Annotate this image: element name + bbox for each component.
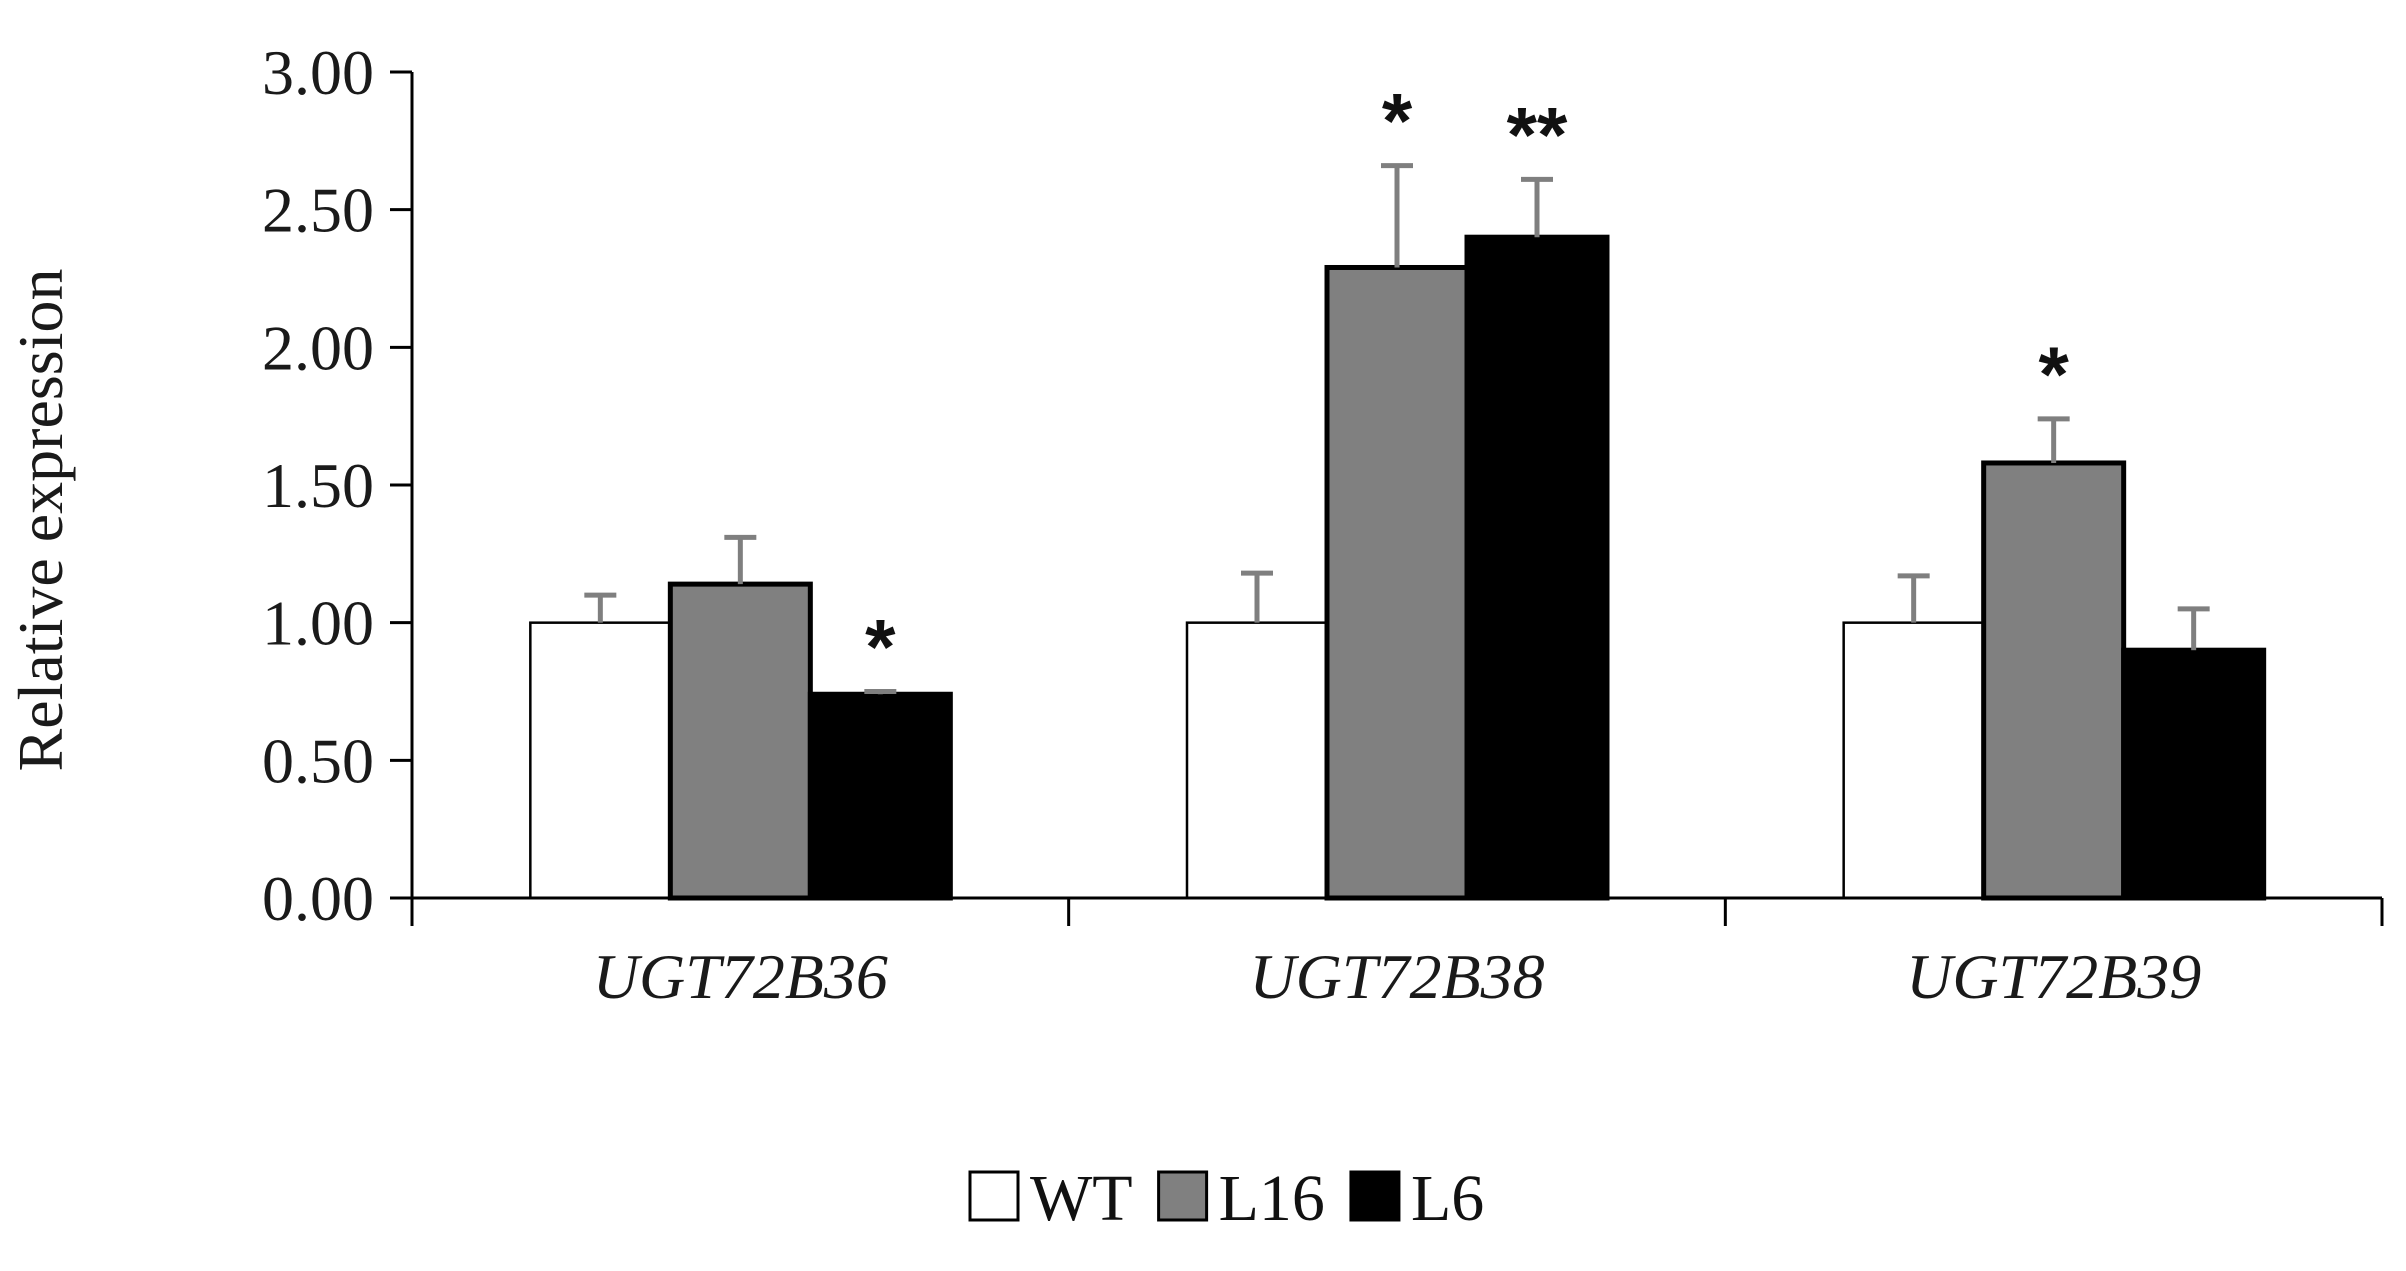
y-tick-label: 2.50 bbox=[262, 175, 374, 246]
legend-label: WT bbox=[1030, 1162, 1133, 1235]
x-category-label: UGT72B39 bbox=[1906, 941, 2201, 1012]
y-tick-label: 0.00 bbox=[262, 863, 374, 934]
significance-label: * bbox=[1382, 77, 1413, 165]
bar bbox=[1464, 234, 1610, 901]
legend-swatch bbox=[968, 1170, 1020, 1222]
y-tick-label: 2.00 bbox=[262, 312, 374, 383]
y-tick-label: 0.50 bbox=[262, 725, 374, 796]
bar bbox=[1185, 621, 1329, 900]
bars: ** *** bbox=[529, 77, 2267, 901]
significance-label: ** bbox=[1507, 90, 1568, 178]
y-axis: 0.00 0.50 1.00 1.50 2.00 2.50 3.00 bbox=[262, 37, 414, 934]
bar bbox=[1324, 264, 1470, 901]
legend-label: L16 bbox=[1219, 1162, 1325, 1235]
bar bbox=[1842, 621, 1985, 900]
legend-label: L6 bbox=[1411, 1162, 1484, 1235]
x-category-label: UGT72B36 bbox=[593, 941, 888, 1012]
y-tick-label: 3.00 bbox=[262, 37, 374, 108]
significance-label: * bbox=[2038, 330, 2069, 418]
y-axis-title: Relative expression bbox=[5, 269, 76, 772]
bar bbox=[667, 581, 813, 901]
bar bbox=[2121, 647, 2267, 901]
x-axis: UGT72B36 UGT72B38 UGT72B39 bbox=[410, 896, 2384, 1012]
bar bbox=[1981, 460, 2127, 901]
x-category-label: UGT72B38 bbox=[1249, 941, 1544, 1012]
bar bbox=[529, 621, 672, 900]
legend: WT L16 L6 bbox=[968, 1162, 1484, 1235]
bar bbox=[807, 691, 953, 901]
y-tick-label: 1.50 bbox=[262, 450, 374, 521]
legend-swatch bbox=[1157, 1170, 1209, 1222]
significance-label: * bbox=[865, 603, 896, 691]
y-tick-label: 1.00 bbox=[262, 588, 374, 659]
legend-swatch bbox=[1349, 1170, 1401, 1222]
